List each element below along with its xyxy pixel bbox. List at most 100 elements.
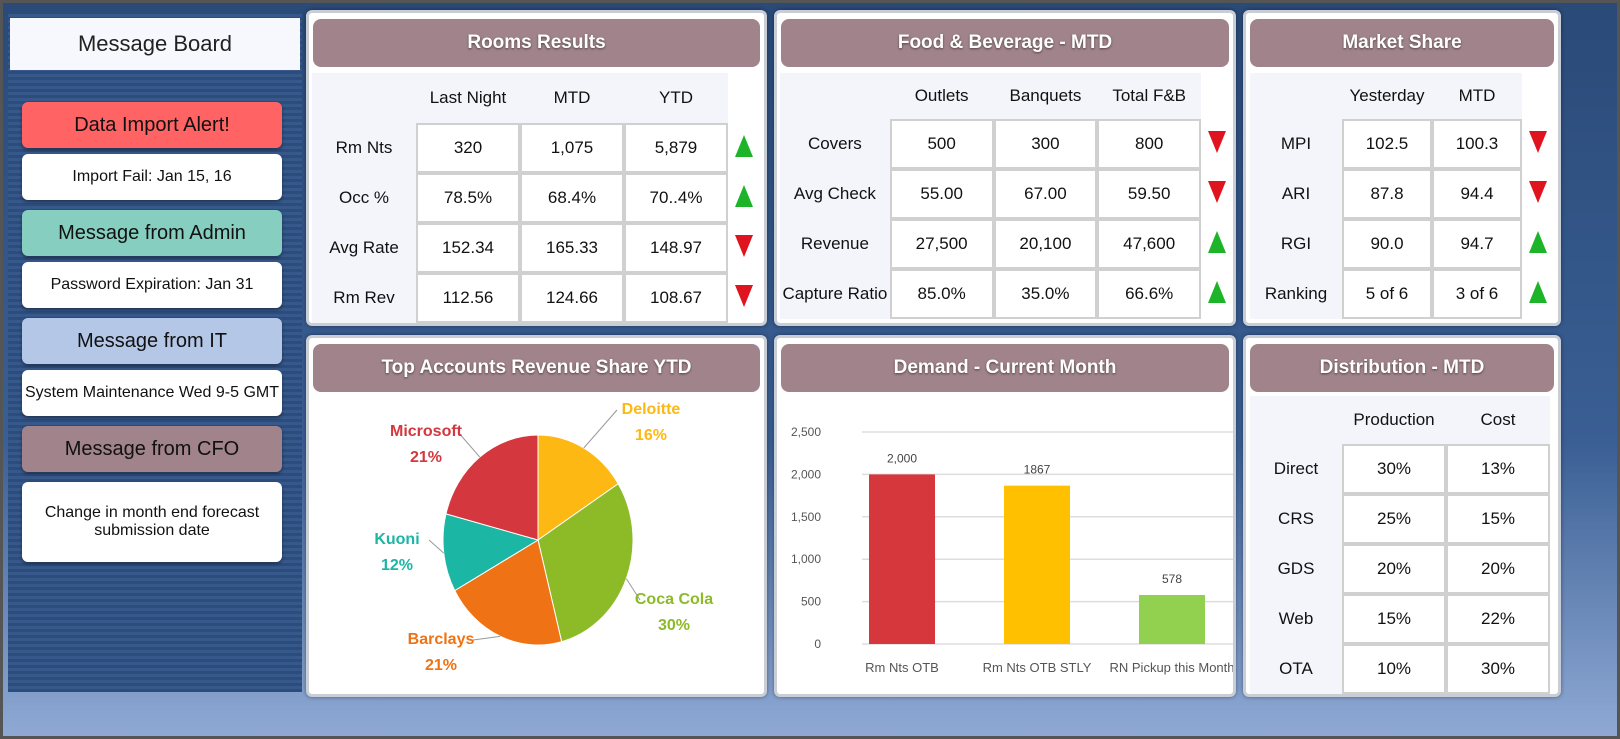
trend-up-icon xyxy=(1529,230,1547,253)
bar-0 xyxy=(869,474,935,644)
message-header[interactable]: Message from Admin xyxy=(22,210,282,256)
market-share-header: Market Share xyxy=(1250,19,1554,67)
value-cell: 320 xyxy=(416,123,520,173)
corner-cell xyxy=(780,73,890,119)
row-label: Avg Rate xyxy=(312,223,416,273)
trend-down-icon xyxy=(1529,130,1547,153)
row-label: OTA xyxy=(1250,644,1342,694)
y-tick-label: 0 xyxy=(814,637,821,651)
message-header[interactable]: Message from CFO xyxy=(22,426,282,472)
value-cell: 27,500 xyxy=(889,219,994,269)
slice-name: Coca Cola xyxy=(635,591,713,608)
slice-label: 21% xyxy=(410,449,442,466)
top-accounts-card: Top Accounts Revenue Share YTD Deloitte 1… xyxy=(306,335,767,697)
pie-slice-kuoni xyxy=(442,513,540,592)
trend-down-icon xyxy=(1529,180,1547,203)
trend-up-icon xyxy=(735,184,753,207)
value-cell: 20,100 xyxy=(993,219,1098,269)
value-cell: 108.67 xyxy=(624,273,728,323)
header-row: Production Cost xyxy=(1250,396,1550,444)
table-row: RGI 90.0 94.7 xyxy=(1250,219,1554,269)
trend-cell xyxy=(1522,269,1554,319)
value-cell: 35.0% xyxy=(993,269,1098,319)
value-cell: 5 of 6 xyxy=(1342,269,1432,319)
table-row: Web 15% 22% xyxy=(1250,594,1550,644)
row-label: Ranking xyxy=(1250,269,1342,319)
corner-cell xyxy=(1250,396,1342,444)
trend-cell xyxy=(1201,269,1233,319)
table-row: GDS 20% 20% xyxy=(1250,544,1550,594)
row-label: MPI xyxy=(1250,119,1342,169)
bar-chart: 0 500 1,000 1,500 2,000 2,500 2,000 Rm Nts OTB 1… xyxy=(791,425,1233,675)
value-cell: 30% xyxy=(1342,444,1446,494)
column-header: Production xyxy=(1342,396,1446,444)
value-cell: 30% xyxy=(1446,644,1550,694)
corner-cell xyxy=(1250,73,1342,119)
fnb-header: Food & Beverage - MTD xyxy=(781,19,1229,67)
header-row: Outlets Banquets Total F&B xyxy=(780,73,1233,119)
value-cell: 112.56 xyxy=(416,273,520,323)
table-row: Capture Ratio 85.0% 35.0% 66.6% xyxy=(780,269,1233,319)
trend-cell xyxy=(1522,219,1554,269)
x-category-label: Rm Nts OTB xyxy=(865,660,939,675)
arrow-cell xyxy=(1522,73,1554,119)
trend-cell xyxy=(728,123,760,173)
row-label: Revenue xyxy=(780,219,890,269)
trend-down-icon xyxy=(1208,180,1227,203)
value-cell: 165.33 xyxy=(520,223,624,273)
message-header[interactable]: Data Import Alert! xyxy=(22,102,282,148)
row-label: Web xyxy=(1250,594,1342,644)
slice-name: Microsoft xyxy=(390,423,463,440)
value-cell: 102.5 xyxy=(1342,119,1432,169)
top-accounts-header: Top Accounts Revenue Share YTD xyxy=(313,344,760,392)
value-cell: 67.00 xyxy=(993,169,1098,219)
y-tick-label: 1,500 xyxy=(791,510,821,524)
table-row: Rm Nts 320 1,075 5,879 xyxy=(312,123,760,173)
slice-label: 12% xyxy=(381,557,413,574)
row-label: Capture Ratio xyxy=(780,269,890,319)
row-label: Rm Rev xyxy=(312,273,416,323)
value-cell: 20% xyxy=(1446,544,1550,594)
row-label: ARI xyxy=(1250,169,1342,219)
leader-line xyxy=(472,635,501,641)
demand-card: Demand - Current Month 0 500 1,000 1,500 2,0… xyxy=(774,335,1236,697)
value-cell: 148.97 xyxy=(624,223,728,273)
value-cell: 47,600 xyxy=(1097,219,1202,269)
table-row: CRS 25% 15% xyxy=(1250,494,1550,544)
data-label: 1867 xyxy=(1024,463,1051,477)
pie-chart: Deloitte 16% Coca Cola 30% Barclays 21% Kuoni 1… xyxy=(374,401,713,674)
fnb-card: Food & Beverage - MTD Outlets Banquets Tot… xyxy=(774,10,1236,326)
trend-cell xyxy=(1201,169,1233,219)
table-row: OTA 10% 30% xyxy=(1250,644,1550,694)
data-label: 2,000 xyxy=(887,451,917,465)
row-label: RGI xyxy=(1250,219,1342,269)
column-header: Banquets xyxy=(993,73,1098,119)
leader-line xyxy=(457,431,481,458)
slice-label: 21% xyxy=(425,657,457,674)
row-label: Occ % xyxy=(312,173,416,223)
table-row: MPI 102.5 100.3 xyxy=(1250,119,1554,169)
value-cell: 78.5% xyxy=(416,173,520,223)
table-row: Occ % 78.5% 68.4% 70..4% xyxy=(312,173,760,223)
slice-name: Kuoni xyxy=(374,531,419,548)
leader-line xyxy=(428,539,445,554)
row-label: Direct xyxy=(1250,444,1342,494)
table-row: ARI 87.8 94.4 xyxy=(1250,169,1554,219)
value-cell: 25% xyxy=(1342,494,1446,544)
leader-line xyxy=(583,409,618,449)
demand-header: Demand - Current Month xyxy=(781,344,1229,392)
trend-up-icon xyxy=(1208,230,1227,253)
value-cell: 22% xyxy=(1446,594,1550,644)
column-header: YTD xyxy=(624,73,728,123)
column-header: Cost xyxy=(1446,396,1550,444)
slice-label: 16% xyxy=(635,427,667,444)
message-header[interactable]: Message from IT xyxy=(22,318,282,364)
row-label: Covers xyxy=(780,119,890,169)
row-label: GDS xyxy=(1250,544,1342,594)
slice-name: Deloitte xyxy=(622,401,681,418)
message-body: System Maintenance Wed 9-5 GMT xyxy=(22,370,282,416)
column-header: Outlets xyxy=(889,73,994,119)
y-tick-label: 2,000 xyxy=(791,467,821,481)
column-header: MTD xyxy=(520,73,624,123)
